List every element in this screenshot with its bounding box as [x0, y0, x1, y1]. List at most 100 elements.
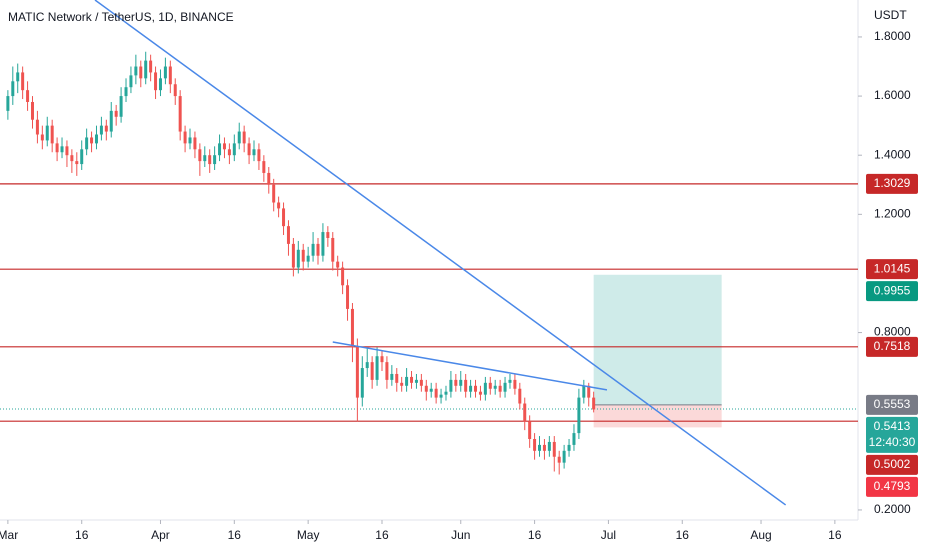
candle-body [237, 131, 241, 144]
candle-body [21, 72, 25, 91]
candle-body [247, 143, 251, 156]
candle-body [218, 143, 222, 156]
price-label: 1.3029 [874, 176, 911, 190]
candle-body [198, 149, 202, 162]
trendline [94, 0, 787, 506]
candle-body [222, 143, 226, 150]
candle-body [104, 125, 108, 132]
candle-body [60, 146, 64, 153]
candle-body [370, 362, 374, 380]
candle-body [429, 388, 433, 392]
candle-body [523, 403, 527, 422]
price-label-box [866, 454, 918, 475]
x-tick-label: Jun [451, 528, 470, 542]
price-label: 0.4793 [874, 479, 911, 493]
candle-body [518, 388, 522, 404]
price-label-box [866, 281, 918, 302]
candle-body [183, 131, 187, 144]
candle-body [30, 101, 34, 120]
candle-body [80, 149, 84, 165]
candle-body [582, 385, 586, 398]
candle-body [163, 66, 167, 79]
candle-body [395, 373, 399, 383]
candle-body [405, 376, 409, 386]
y-tick-label: 1.8000 [874, 29, 911, 43]
candle-body [149, 60, 153, 73]
candle-body [90, 137, 94, 144]
candle-body [232, 143, 236, 156]
candle-body [301, 249, 305, 262]
candle-body [326, 232, 330, 238]
price-label-box [866, 173, 918, 194]
x-tick-label: 16 [75, 528, 89, 542]
y-tick-label: 1.2000 [874, 206, 911, 220]
y-tick-label: 1.4000 [874, 147, 911, 161]
x-tick-label: Aug [750, 528, 771, 542]
trendline [332, 341, 608, 391]
y-tick-label: 1.6000 [874, 88, 911, 102]
price-label: 0.5553 [874, 397, 911, 411]
candle-body [508, 379, 512, 383]
candle-body [306, 255, 310, 262]
candle-body [282, 208, 286, 227]
candle-body [424, 385, 428, 392]
candle-body [321, 232, 325, 256]
candle-body [587, 385, 591, 398]
price-label-box [866, 476, 918, 497]
candle-body [365, 362, 369, 369]
x-tick-label: 16 [528, 528, 542, 542]
candle-body [158, 78, 162, 91]
candle-body [360, 368, 364, 398]
candle-body [567, 444, 571, 451]
candle-body [40, 134, 44, 141]
candle-body [85, 137, 89, 150]
candle-body [513, 379, 517, 389]
candle-body [173, 84, 177, 97]
stop-zone [593, 404, 722, 428]
candle-body [493, 385, 497, 389]
candle-body [390, 373, 394, 380]
candle-body [331, 237, 335, 262]
candle-body [577, 397, 581, 434]
candle-body [341, 267, 345, 286]
candle-body [262, 161, 266, 173]
axes: 1.8000 1.6000 1.4000 1.2000 0.8000 0.2000 Mar 1… [0, 29, 918, 542]
candle-body [252, 149, 256, 156]
candle-body [99, 125, 103, 135]
candle-body [188, 137, 192, 144]
candle-body [533, 438, 537, 451]
candle-body [419, 379, 423, 386]
candle-body [277, 202, 281, 209]
x-tick-label: 16 [676, 528, 690, 542]
candle-body [444, 391, 448, 395]
plot-area [0, 0, 858, 506]
price-label-box [866, 259, 918, 280]
candle-body [434, 388, 438, 398]
candle-body [350, 308, 354, 348]
candle-body [547, 441, 551, 451]
candle-body [257, 149, 261, 162]
candle-body [227, 149, 231, 156]
candle-body [483, 382, 487, 395]
x-tick-label: 16 [228, 528, 242, 542]
price-label-box [866, 336, 918, 357]
candle-body [346, 285, 350, 309]
candle-body [144, 60, 148, 79]
candle-body [242, 131, 246, 144]
candle-body [267, 172, 271, 185]
candle-body [109, 110, 113, 132]
candle-body [11, 81, 15, 97]
candle-body [336, 261, 340, 268]
price-label: 0.9955 [874, 283, 911, 297]
candle-body [464, 379, 468, 392]
candle-body [557, 456, 561, 463]
candle-body [316, 243, 320, 256]
candle-body [45, 125, 49, 141]
candle-body [542, 444, 546, 451]
candle-body [154, 72, 158, 91]
candle-body [114, 110, 118, 117]
candle-body [291, 243, 295, 268]
price-label: 0.5002 [874, 457, 911, 471]
candle-body [50, 125, 54, 144]
